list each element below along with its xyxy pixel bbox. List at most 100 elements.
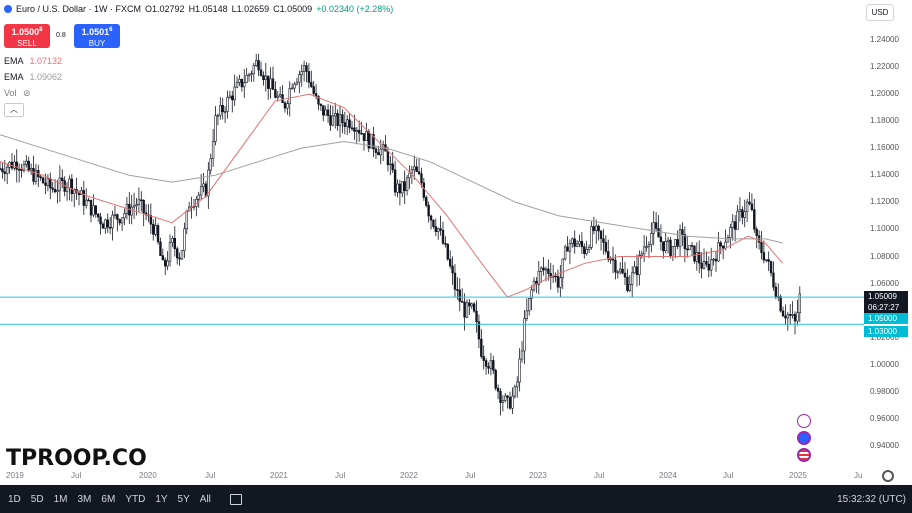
candle-body xyxy=(185,210,188,230)
candle-body xyxy=(322,105,325,116)
candle-body xyxy=(789,314,792,316)
currency-selector[interactable]: USD xyxy=(866,4,894,21)
ema2-label: EMA xyxy=(4,72,24,82)
level1-price: 1.05000 xyxy=(868,314,897,324)
candle-body xyxy=(130,206,133,216)
candle-body xyxy=(719,242,722,247)
candle-body xyxy=(154,225,157,235)
settings-gear-icon[interactable] xyxy=(882,470,894,482)
time-tick-label: Jul xyxy=(335,471,346,480)
candle-body xyxy=(674,239,677,247)
candle-body xyxy=(245,74,248,83)
timeframe-1m-button[interactable]: 1M xyxy=(53,493,68,505)
candle-body xyxy=(784,315,787,319)
price-chart[interactable] xyxy=(0,0,864,485)
candle-body xyxy=(0,168,2,170)
candle-body xyxy=(73,189,76,194)
candle-body xyxy=(772,272,775,288)
candle-body xyxy=(539,267,543,272)
symbol-legend: Euro / U.S. Dollar · 1W · FXCM O1.02792 … xyxy=(4,4,393,14)
price-scale[interactable]: 1.24000 1.22000 1.20000 1.18000 1.16000 1.140… xyxy=(864,0,912,485)
candle-body xyxy=(484,360,488,367)
lightning-icon[interactable] xyxy=(797,414,811,428)
candle-body xyxy=(120,217,124,224)
vol-legend[interactable]: Vol ⊘ xyxy=(4,88,31,99)
candle-body xyxy=(398,183,402,194)
candle-body xyxy=(480,338,483,357)
clock[interactable]: 15:32:32 (UTC) xyxy=(837,493,906,505)
calendar-icon[interactable] xyxy=(229,493,242,505)
candle-body xyxy=(681,229,684,235)
sell-button[interactable]: 1.05008 SELL xyxy=(4,24,50,48)
candle-body xyxy=(25,160,28,165)
watermark-logo: TPROOP.CO xyxy=(6,446,147,471)
price-tick-label: 1.00000 xyxy=(870,359,899,369)
collapse-legend-button[interactable]: ︿ xyxy=(4,103,24,117)
eu-flag-icon[interactable] xyxy=(797,431,811,445)
price-tick-label: 1.12000 xyxy=(870,197,899,207)
time-tick-label: Jul xyxy=(594,471,605,480)
candle-body xyxy=(341,114,344,123)
ema1-legend[interactable]: EMA 1.07132 xyxy=(4,56,62,66)
candle-body xyxy=(738,209,742,212)
candle-body xyxy=(769,261,773,274)
low-value: L1.02659 xyxy=(231,4,270,14)
timeframe-5d-button[interactable]: 5D xyxy=(30,493,44,505)
candle-body xyxy=(709,259,713,271)
candle-body xyxy=(362,133,366,141)
candle-body xyxy=(566,246,569,252)
candle-body xyxy=(635,266,639,276)
candle-body xyxy=(434,226,438,232)
timeframe-all-button[interactable]: All xyxy=(199,493,211,505)
candle-body xyxy=(695,252,699,262)
candle-body xyxy=(575,243,579,247)
candle-body xyxy=(137,199,141,205)
candle-body xyxy=(65,187,69,192)
candle-body xyxy=(721,245,725,249)
candle-body xyxy=(793,314,797,322)
candle-body xyxy=(197,194,200,200)
candle-body xyxy=(135,204,138,207)
candle-body xyxy=(334,113,337,117)
bottom-toolbar: 1D 5D 1M 3M 6M YTD 1Y 5Y All 15:32:32 (UTC) xyxy=(0,485,912,513)
candle-body xyxy=(755,228,758,237)
buy-button[interactable]: 1.05016 BUY xyxy=(74,24,120,48)
candle-body xyxy=(554,275,557,278)
us-flag-icon[interactable] xyxy=(797,448,811,462)
candle-body xyxy=(425,197,428,206)
candle-body xyxy=(357,129,361,134)
timeframe-6m-button[interactable]: 6M xyxy=(101,493,116,505)
candle-body xyxy=(413,166,416,171)
candle-body xyxy=(650,233,653,245)
eye-hidden-icon[interactable]: ⊘ xyxy=(23,88,31,98)
price-tick-label: 0.96000 xyxy=(870,413,899,423)
timeframe-3m-button[interactable]: 3M xyxy=(77,493,92,505)
candle-body xyxy=(547,268,550,274)
timeframe-ytd-button[interactable]: YTD xyxy=(125,493,146,505)
candle-body xyxy=(645,246,648,248)
candle-body xyxy=(329,115,332,126)
time-tick-label: 2021 xyxy=(270,471,288,480)
ema2-legend[interactable]: EMA 1.09062 xyxy=(4,72,62,82)
candle-body xyxy=(17,168,21,171)
candle-body xyxy=(231,95,234,101)
candle-body xyxy=(726,237,730,243)
candle-body xyxy=(683,234,687,250)
candle-body xyxy=(250,73,253,76)
candle-body xyxy=(350,127,354,130)
candle-body xyxy=(288,88,291,104)
timeframe-5y-button[interactable]: 5Y xyxy=(177,493,190,505)
time-tick-label: 2020 xyxy=(139,471,157,480)
candle-body xyxy=(192,206,196,208)
candle-body xyxy=(295,81,299,85)
timeframe-1d-button[interactable]: 1D xyxy=(8,493,21,505)
chart-area[interactable]: Euro / U.S. Dollar · 1W · FXCM O1.02792 … xyxy=(0,0,864,485)
candle-body xyxy=(690,245,694,247)
candle-body xyxy=(731,221,734,228)
candle-body xyxy=(243,82,246,88)
candle-body xyxy=(652,222,655,234)
candle-body xyxy=(403,181,406,192)
candle-body xyxy=(482,356,485,361)
timeframe-1y-button[interactable]: 1Y xyxy=(155,493,168,505)
candle-body xyxy=(199,186,203,196)
